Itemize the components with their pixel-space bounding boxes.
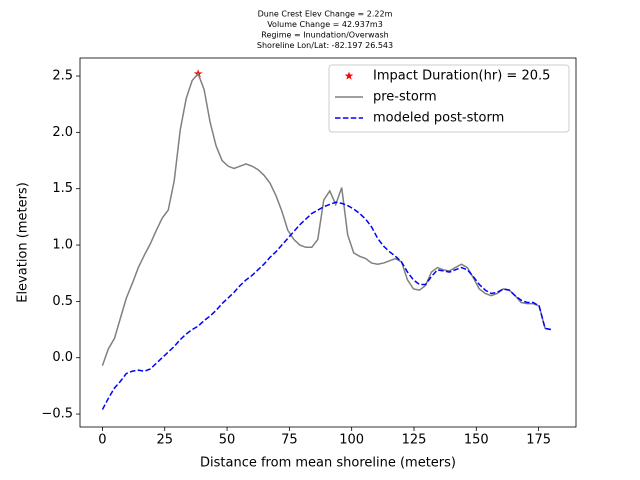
legend-box [328,64,570,133]
line-series [101,72,552,366]
x-tick-label: 150 [464,433,489,448]
axes-frame [79,57,577,428]
y-tick-label: 2.0 [52,125,73,140]
y-tick-label: −0.5 [41,407,73,422]
title-line: Shoreline Lon/Lat: -82.197 26.543 [257,41,393,50]
x-axis-label: Distance from mean shoreline (meters) [200,456,456,471]
y-tick-label: 0.0 [52,350,73,365]
y-axis-label: Elevation (meters) [16,182,31,303]
y-tick-label: 0.5 [52,294,73,309]
legend-label: pre-storm [373,90,437,105]
x-tick-label: 0 [98,433,106,448]
legend-marker [344,71,354,80]
y-tick-label: 2.5 [52,69,73,84]
title-line: Dune Crest Elev Change = 2.22m [258,10,393,19]
y-tick-label: 1.0 [52,238,73,253]
title-line: Volume Change = 42.937m3 [267,20,383,29]
x-tick-label: 175 [526,433,551,448]
title-line: Regime = Inundation/Overwash [261,31,388,40]
x-tick-label: 100 [339,433,364,448]
x-tick-label: 75 [281,433,298,448]
legend-label: modeled post-storm [373,111,504,126]
legend-label: Impact Duration(hr) = 20.5 [373,69,550,84]
x-tick-label: 50 [219,433,236,448]
y-tick-label: 1.5 [52,181,73,196]
x-tick-label: 125 [402,433,427,448]
x-tick-label: 25 [156,433,173,448]
line-series [101,201,552,410]
